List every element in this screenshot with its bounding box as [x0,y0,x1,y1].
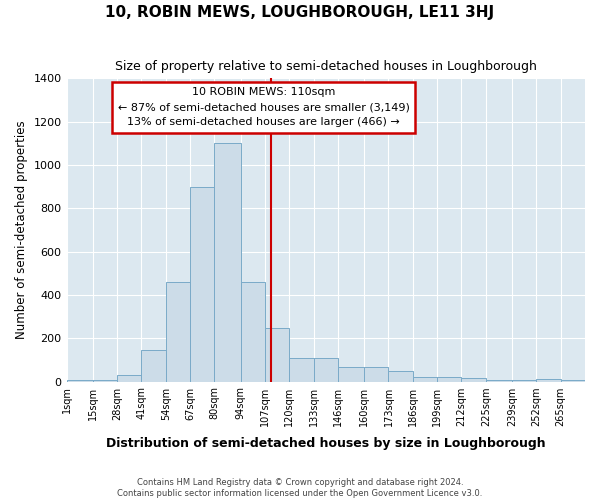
Bar [461,378,486,382]
Bar [388,370,413,382]
Bar [512,380,536,382]
Bar [338,368,364,382]
Bar [190,186,214,382]
Bar [117,375,142,382]
Bar [289,358,314,382]
Text: 10, ROBIN MEWS, LOUGHBOROUGH, LE11 3HJ: 10, ROBIN MEWS, LOUGHBOROUGH, LE11 3HJ [106,5,494,20]
Bar [364,368,388,382]
Bar [265,328,289,382]
Bar [214,144,241,382]
Bar [437,377,461,382]
Text: Contains HM Land Registry data © Crown copyright and database right 2024.
Contai: Contains HM Land Registry data © Crown c… [118,478,482,498]
Bar [536,380,560,382]
Bar [142,350,166,382]
Text: 10 ROBIN MEWS: 110sqm
← 87% of semi-detached houses are smaller (3,149)
13% of s: 10 ROBIN MEWS: 110sqm ← 87% of semi-deta… [118,88,409,127]
Bar [166,282,190,382]
Title: Size of property relative to semi-detached houses in Loughborough: Size of property relative to semi-detach… [115,60,537,73]
X-axis label: Distribution of semi-detached houses by size in Loughborough: Distribution of semi-detached houses by … [106,437,545,450]
Bar [67,380,93,382]
Bar [486,380,512,382]
Bar [93,380,117,382]
Bar [560,380,585,382]
Bar [413,377,437,382]
Y-axis label: Number of semi-detached properties: Number of semi-detached properties [15,120,28,339]
Bar [241,282,265,382]
Bar [314,358,338,382]
